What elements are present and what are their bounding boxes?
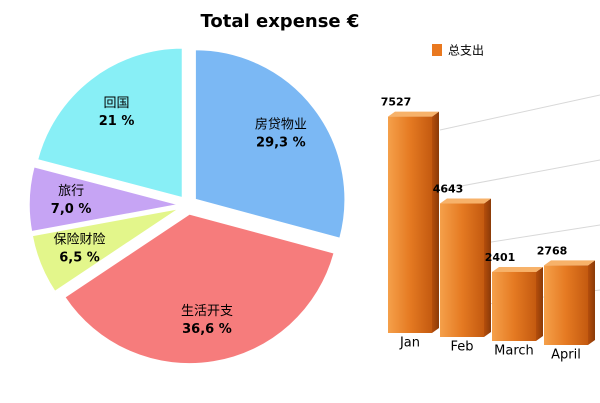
bar-top xyxy=(440,198,491,204)
pie-slice xyxy=(31,207,181,293)
x-tick-label: April xyxy=(551,348,581,363)
bar xyxy=(492,271,536,341)
slice-value-label: 21 % xyxy=(99,114,135,129)
bar xyxy=(388,116,432,333)
legend-label: 总支出 xyxy=(448,44,484,58)
pie-slice xyxy=(36,47,184,199)
slice-label: 旅行 xyxy=(58,184,84,199)
bar-side xyxy=(484,198,491,337)
slice-label: 生活开支 xyxy=(181,304,233,319)
pie-slice xyxy=(63,213,336,365)
pie-slice xyxy=(194,48,346,240)
x-tick-label: Jan xyxy=(399,336,420,351)
slice-label: 保险财险 xyxy=(54,232,106,247)
x-tick-label: March xyxy=(494,344,534,359)
slice-label: 房贷物业 xyxy=(255,116,307,132)
bar-top xyxy=(388,111,439,117)
bar-side xyxy=(536,266,543,341)
bar-side xyxy=(432,111,439,333)
bar-top xyxy=(544,260,595,266)
slice-value-label: 29,3 % xyxy=(256,135,306,150)
bar-side xyxy=(588,260,595,345)
bar xyxy=(440,203,484,337)
bar-top xyxy=(492,266,543,272)
bar xyxy=(544,265,588,345)
chart-title: Total expense € xyxy=(201,11,360,32)
value-label: 7527 xyxy=(381,96,412,109)
slice-value-label: 36,6 % xyxy=(182,322,232,337)
value-label: 2401 xyxy=(485,251,516,264)
value-label: 2768 xyxy=(537,244,568,257)
slice-value-label: 6,5 % xyxy=(59,250,100,265)
pie-slice xyxy=(28,165,180,233)
value-label: 4643 xyxy=(433,183,464,196)
legend-swatch xyxy=(432,44,442,56)
slice-label: 回国 xyxy=(104,96,130,111)
slice-value-label: 7,0 % xyxy=(51,202,92,217)
x-tick-label: Feb xyxy=(450,340,473,355)
